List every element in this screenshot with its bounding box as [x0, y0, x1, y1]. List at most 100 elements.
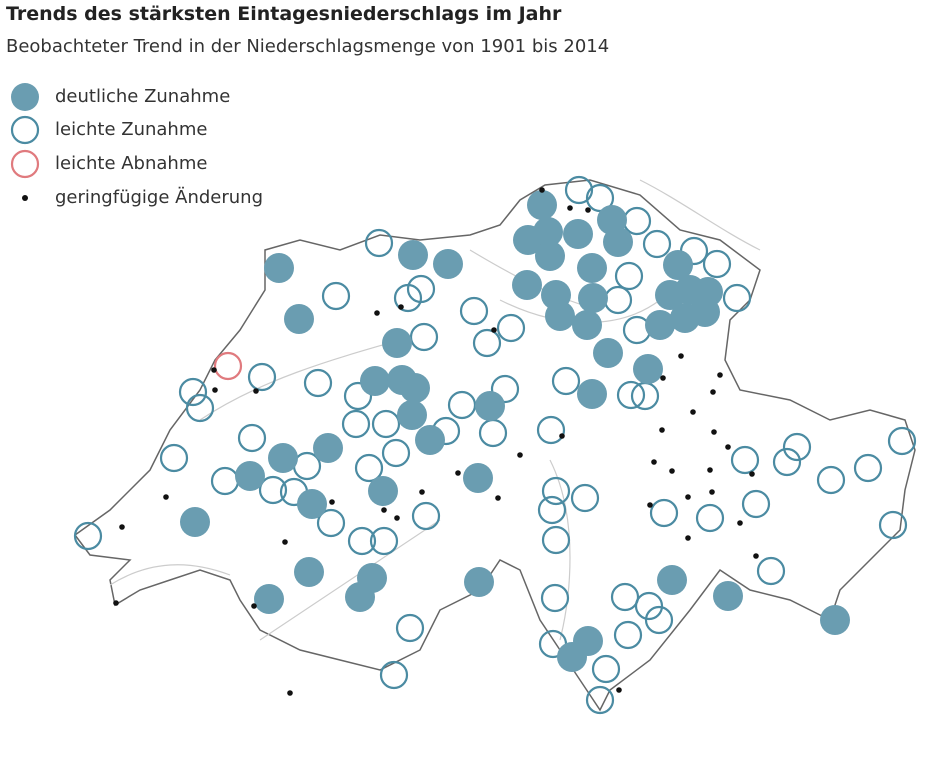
station-marker — [613, 620, 643, 650]
legend: deutliche Zunahme leichte Zunahme leicht… — [10, 83, 263, 208]
station-marker — [185, 393, 215, 423]
station-marker — [645, 310, 675, 340]
station-marker — [409, 322, 439, 352]
station-marker — [491, 327, 497, 333]
legend-symbol — [22, 195, 28, 201]
station-marker — [593, 338, 623, 368]
station-marker — [737, 520, 743, 526]
station-marker — [297, 489, 327, 519]
station-marker — [517, 452, 523, 458]
station-marker — [345, 582, 375, 612]
station-marker — [360, 366, 390, 396]
station-marker — [685, 494, 691, 500]
station-marker — [540, 583, 570, 613]
station-marker — [577, 379, 607, 409]
station-marker — [730, 445, 760, 475]
station-marker — [616, 380, 646, 410]
station-marker — [782, 432, 812, 462]
station-marker — [678, 353, 684, 359]
station-marker — [722, 283, 752, 313]
station-marker — [411, 501, 441, 531]
station-marker — [710, 389, 716, 395]
station-marker — [591, 654, 621, 684]
station-marker — [253, 388, 259, 394]
station-marker — [709, 489, 715, 495]
station-marker — [235, 461, 265, 491]
station-marker — [564, 175, 594, 205]
station-marker — [572, 310, 602, 340]
station-marker — [717, 372, 723, 378]
station-marker — [753, 553, 759, 559]
station-marker — [381, 507, 387, 513]
station-marker — [567, 205, 573, 211]
station-marker — [816, 465, 846, 495]
station-marker — [651, 459, 657, 465]
station-marker — [685, 535, 691, 541]
station-marker — [610, 582, 640, 612]
station-marker — [398, 240, 428, 270]
station-marker — [669, 468, 675, 474]
station-marker — [563, 219, 593, 249]
station-marker — [472, 328, 502, 358]
station-marker — [247, 362, 277, 392]
station-marker — [878, 510, 908, 540]
station-marker — [853, 453, 883, 483]
legend-symbol — [11, 83, 39, 111]
station-marker — [212, 387, 218, 393]
station-marker — [464, 567, 494, 597]
station-marker — [119, 524, 125, 530]
station-marker — [659, 427, 665, 433]
map-subtitle: Beobachteter Trend in der Niederschlagsm… — [6, 36, 609, 57]
station-marker — [251, 603, 257, 609]
station-marker — [368, 476, 398, 506]
legend-symbol — [10, 149, 40, 179]
legend-label: deutliche Zunahme — [55, 86, 230, 107]
station-marker — [475, 391, 505, 421]
station-marker — [371, 409, 401, 439]
station-marker — [633, 354, 663, 384]
station-marker — [433, 249, 463, 279]
station-marker — [820, 605, 850, 635]
station-marker — [395, 613, 425, 643]
station-marker — [347, 526, 377, 556]
station-marker — [180, 507, 210, 537]
station-marker — [397, 400, 427, 430]
station-marker — [406, 274, 436, 304]
station-marker — [329, 499, 335, 505]
station-marker — [527, 190, 557, 220]
station-marker — [772, 447, 802, 477]
station-marker — [537, 495, 567, 525]
station-marker — [237, 423, 267, 453]
legend-symbol — [10, 115, 40, 145]
station-marker — [690, 409, 696, 415]
station-marker — [657, 565, 687, 595]
station-marker — [585, 685, 615, 715]
station-marker — [490, 374, 520, 404]
legend-label: leichte Abnahme — [55, 153, 207, 174]
station-marker — [379, 660, 409, 690]
station-marker — [398, 304, 404, 310]
station-marker — [642, 229, 672, 259]
station-marker — [294, 557, 324, 587]
station-marker — [343, 381, 373, 411]
station-marker — [73, 521, 103, 551]
station-marker — [415, 425, 445, 455]
station-marker — [268, 443, 298, 473]
station-marker — [382, 328, 412, 358]
station-marker — [213, 351, 243, 381]
station-marker — [163, 494, 169, 500]
station-marker — [541, 525, 571, 555]
station-marker — [264, 253, 294, 283]
station-marker — [533, 217, 563, 247]
map-title: Trends des stärksten Eintagesniederschla… — [6, 3, 562, 25]
station-marker — [577, 253, 607, 283]
station-marker — [663, 250, 693, 280]
station-marker — [570, 483, 600, 513]
station-marker — [545, 301, 575, 331]
station-marker — [282, 539, 288, 545]
station-marker — [713, 581, 743, 611]
station-marker — [670, 303, 700, 333]
station-marker — [254, 584, 284, 614]
station-marker — [313, 433, 343, 463]
